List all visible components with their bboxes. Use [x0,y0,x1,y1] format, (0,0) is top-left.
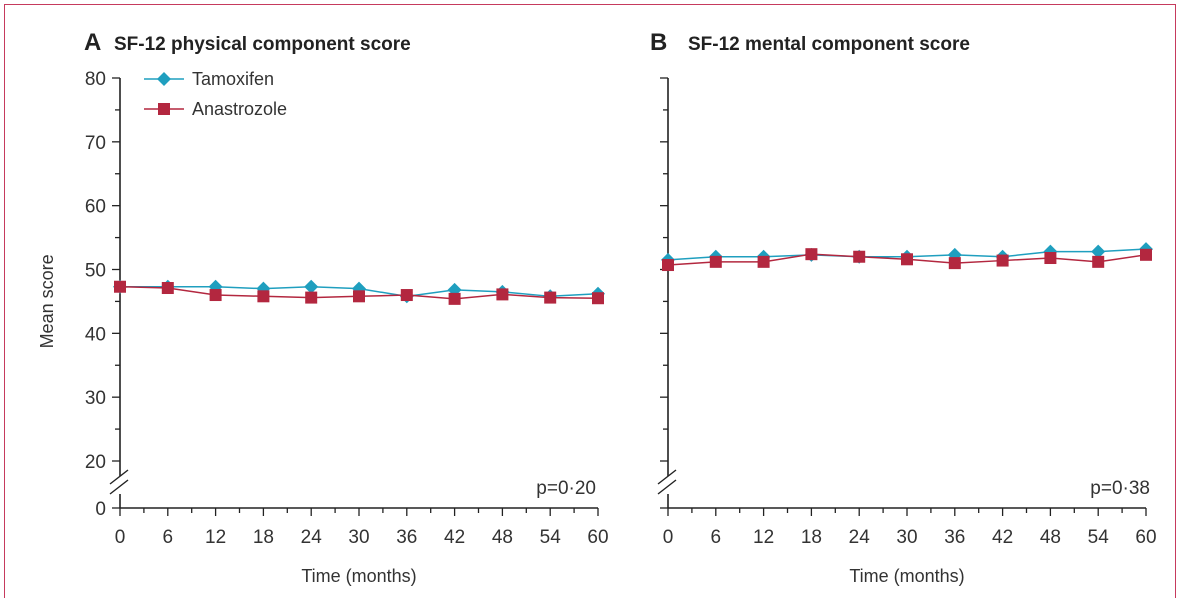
y-tick-label: 20 [85,452,106,473]
anastrozole-point [592,292,604,305]
x-tick-label: 18 [801,527,822,548]
anastrozole-point [257,290,270,303]
y-tick-label: 50 [85,261,106,282]
panel-letter: A [84,29,101,56]
legend-label-tamoxifen: Tamoxifen [192,69,274,89]
anastrozole-point [1044,252,1057,265]
anastrozole-point [757,255,770,268]
anastrozole-point [400,289,413,302]
x-tick-label: 60 [1135,527,1156,548]
p-value-annotation: p=0·20 [536,478,596,499]
legend-marker-anastrozole [158,103,170,115]
tamoxifen-point [1043,244,1058,259]
x-tick-label: 42 [444,527,465,548]
x-tick-label: 6 [163,527,174,548]
x-axis-title: Time (months) [849,566,964,586]
x-tick-label: 6 [711,527,722,548]
panel-b: B SF-12 mental component score 0 6 12 18 24 30 3… [650,29,1157,586]
anastrozole-point [805,248,818,261]
panel-a: A SF-12 physical component score 0 20 30 40 50… [37,29,609,586]
x-tick-label: 18 [253,527,274,548]
x-tick-label: 12 [753,527,774,548]
x-tick-label: 48 [492,527,513,548]
anastrozole-point [544,291,557,304]
x-tick-label: 54 [540,527,562,548]
anastrozole-point [209,289,222,302]
x-tick-label: 36 [944,527,965,548]
x-tick-label: 42 [992,527,1013,548]
anastrozole-point [353,290,365,303]
anastrozole-point [709,255,722,268]
x-tick-label: 0 [115,527,126,548]
panel-letter: B [650,29,667,56]
x-axis-title: Time (months) [301,566,416,586]
x-tick-label: 48 [1040,527,1061,548]
anastrozole-point [305,291,318,304]
y-tick-label: 40 [85,324,106,345]
anastrozole-point [853,250,866,263]
x-tick-label: 12 [205,527,226,548]
y-tick-label: 30 [85,388,106,409]
figure-border [4,4,1176,598]
y-tick-label: 80 [85,69,106,90]
legend-label-anastrozole: Anastrozole [192,99,287,119]
y-tick-label: 70 [85,133,106,154]
anastrozole-point [948,257,961,270]
anastrozole-point [161,282,174,295]
anastrozole-point [996,254,1009,267]
legend-marker-tamoxifen [157,72,171,86]
panel-title: SF-12 mental component score [688,34,970,55]
axis-break-mark [109,469,129,485]
y-tick-label: 0 [95,499,106,520]
anastrozole-point [1092,255,1105,268]
x-tick-label: 24 [301,527,323,548]
panel-title: SF-12 physical component score [114,34,411,55]
tamoxifen-point [304,279,319,294]
x-tick-label: 30 [896,527,917,548]
x-tick-label: 60 [587,527,608,548]
x-tick-label: 24 [849,527,871,548]
p-value-annotation: p=0·38 [1090,478,1150,499]
tamoxifen-point [1091,244,1106,259]
anastrozole-point [496,288,509,301]
y-axis-title: Mean score [37,254,57,348]
axis-break-mark [109,479,129,495]
y-tick-label: 60 [85,197,106,218]
axis-break-mark [657,479,677,495]
x-tick-label: 30 [348,527,369,548]
anastrozole-point [901,253,913,266]
x-tick-label: 36 [396,527,417,548]
anastrozole-point [662,259,674,272]
anastrozole-point [1140,248,1152,261]
x-tick-label: 54 [1088,527,1110,548]
x-tick-label: 0 [663,527,674,548]
axis-break-mark [657,469,677,485]
anastrozole-point [448,292,461,305]
anastrozole-point [114,280,126,293]
